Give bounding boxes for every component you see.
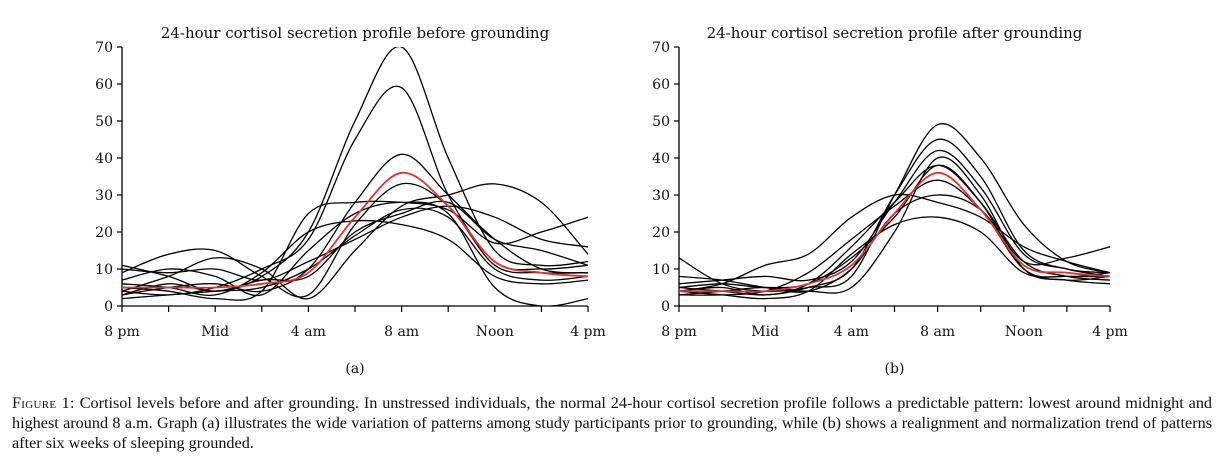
x-tick-label: Mid [751,324,779,340]
participant-series-line [122,219,588,297]
x-tick-label: 8 pm [104,324,140,340]
y-tick-label: 20 [95,225,113,241]
y-tick-label: 40 [652,151,670,167]
participant-series-line [122,201,588,306]
cortisol-figure: 24-hour cortisol secretion profile befor… [95,24,1128,377]
x-tick-label: 8 am [920,324,955,340]
participant-series-line [679,164,1110,296]
y-tick-label: 70 [95,40,113,56]
mean-series-line [679,171,1110,293]
y-tick-label: 0 [104,299,113,315]
x-tick-label: Mid [201,324,229,340]
panel-label: (a) [345,361,364,377]
x-tick-label: 8 am [384,324,419,340]
chart-title: 24-hour cortisol secretion profile after… [707,24,1083,42]
y-tick-label: 10 [95,262,113,278]
participant-series-line [122,207,588,300]
x-tick-label: 8 pm [661,324,697,340]
participant-series-line [122,182,588,298]
mean-series-line [122,171,588,289]
x-tick-label: Noon [476,324,514,340]
x-tick-label: 4 am [291,324,326,340]
participant-series-line [679,164,1110,289]
series-group [122,47,588,306]
y-tick-label: 20 [652,225,670,241]
y-tick-label: 30 [95,188,113,204]
participant-series-line [679,193,1110,292]
chart-after-grounding: 24-hour cortisol secretion profile after… [652,24,1128,377]
y-tick-label: 60 [652,77,670,93]
x-tick-label: 4 pm [570,324,606,340]
participant-series-line [122,183,588,300]
x-tick-label: 4 pm [1092,324,1128,340]
panel-label: (b) [885,361,905,377]
participant-series-line [122,47,588,292]
chart-before-grounding: 24-hour cortisol secretion profile befor… [95,24,606,377]
series-group [679,123,1110,300]
y-tick-label: 50 [95,114,113,130]
y-tick-label: 70 [652,40,670,56]
chart-title: 24-hour cortisol secretion profile befor… [161,24,550,42]
caption-label: Figure 1: [12,394,75,412]
x-tick-label: Noon [1005,324,1043,340]
figure-caption: Figure 1: Cortisol levels before and aft… [12,393,1212,453]
x-tick-label: 4 am [834,324,869,340]
y-tick-label: 60 [95,77,113,93]
y-tick-label: 10 [652,262,670,278]
y-tick-label: 0 [661,299,670,315]
participant-series-line [122,200,588,296]
y-tick-label: 40 [95,151,113,167]
caption-text: Cortisol levels before and after groundi… [12,394,1213,452]
y-tick-label: 50 [652,114,670,130]
participant-series-line [679,123,1110,292]
y-tick-label: 30 [652,188,670,204]
participant-series-line [122,205,588,281]
participant-series-line [679,216,1110,300]
